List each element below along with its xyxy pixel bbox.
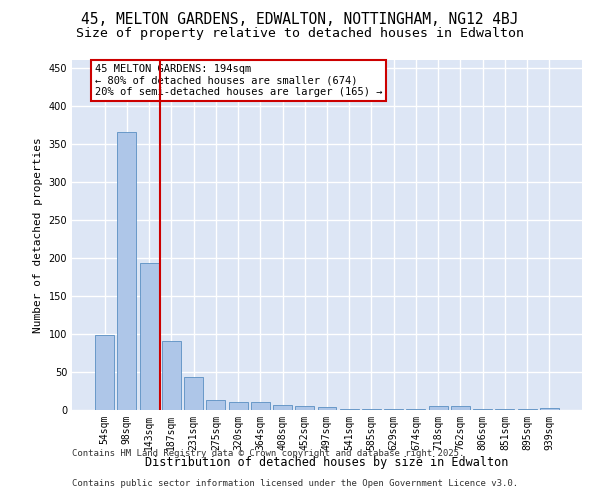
Y-axis label: Number of detached properties: Number of detached properties: [33, 137, 43, 333]
Bar: [184, 376, 203, 410]
Bar: [496, 409, 514, 410]
Bar: [162, 341, 181, 410]
Text: Contains public sector information licensed under the Open Government Licence v3: Contains public sector information licen…: [72, 478, 518, 488]
Bar: [295, 406, 314, 410]
Bar: [429, 406, 448, 410]
Bar: [140, 263, 158, 410]
Bar: [540, 408, 559, 410]
Bar: [229, 402, 248, 410]
Text: Contains HM Land Registry data © Crown copyright and database right 2025.: Contains HM Land Registry data © Crown c…: [72, 448, 464, 458]
Text: 45, MELTON GARDENS, EDWALTON, NOTTINGHAM, NG12 4BJ: 45, MELTON GARDENS, EDWALTON, NOTTINGHAM…: [81, 12, 519, 28]
Text: 45 MELTON GARDENS: 194sqm
← 80% of detached houses are smaller (674)
20% of semi: 45 MELTON GARDENS: 194sqm ← 80% of detac…: [95, 64, 382, 97]
X-axis label: Distribution of detached houses by size in Edwalton: Distribution of detached houses by size …: [145, 456, 509, 468]
Bar: [118, 132, 136, 410]
Bar: [406, 409, 425, 410]
Bar: [317, 407, 337, 410]
Bar: [451, 406, 470, 410]
Bar: [340, 409, 359, 410]
Bar: [206, 400, 225, 410]
Bar: [95, 336, 114, 410]
Bar: [273, 404, 292, 410]
Bar: [518, 409, 536, 410]
Text: Size of property relative to detached houses in Edwalton: Size of property relative to detached ho…: [76, 28, 524, 40]
Bar: [362, 409, 381, 410]
Bar: [384, 409, 403, 410]
Bar: [473, 409, 492, 410]
Bar: [251, 402, 270, 410]
